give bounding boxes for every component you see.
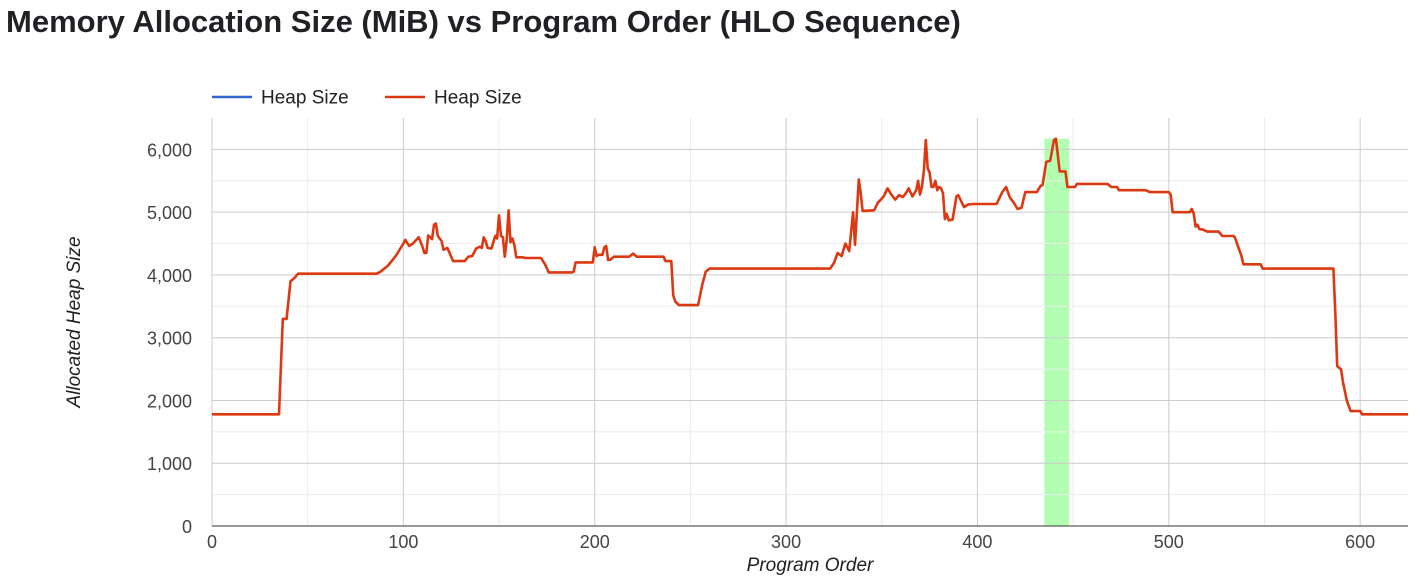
x-tick-label: 200: [580, 532, 610, 552]
x-tick-label: 400: [962, 532, 992, 552]
gridlines: [211, 118, 1408, 527]
y-tick-label: 1,000: [147, 454, 192, 474]
series-lines: [212, 137, 1408, 416]
legend-label-2: Heap Size: [434, 88, 522, 109]
x-tick-label: 100: [388, 532, 418, 552]
chart-title: Memory Allocation Size (MiB) vs Program …: [6, 4, 961, 39]
y-tick-label: 0: [182, 517, 192, 537]
y-axis: 0 1,000 2,000 3,000 4,000 5,000 6,000: [147, 140, 192, 537]
x-tick-label: 500: [1154, 532, 1184, 552]
x-axis: 0 100 200 300 400 500 600: [207, 525, 1408, 552]
x-tick-label: 0: [207, 532, 217, 552]
x-tick-label: 600: [1345, 532, 1375, 552]
highlight-band-layer: [1044, 138, 1070, 526]
highlight-band: [1044, 138, 1070, 526]
y-tick-label: 6,000: [147, 140, 192, 160]
y-tick-label: 5,000: [147, 203, 192, 223]
x-tick-label: 300: [771, 532, 801, 552]
y-tick-label: 2,000: [147, 391, 192, 411]
x-axis-title: Program Order: [747, 555, 874, 576]
legend-label-1: Heap Size: [261, 88, 349, 109]
y-tick-label: 4,000: [147, 266, 192, 286]
series-line-2: [212, 137, 1408, 416]
y-axis-title: Allocated Heap Size: [64, 236, 85, 408]
legend: Heap Size Heap Size: [212, 88, 522, 109]
y-tick-label: 3,000: [147, 329, 192, 349]
